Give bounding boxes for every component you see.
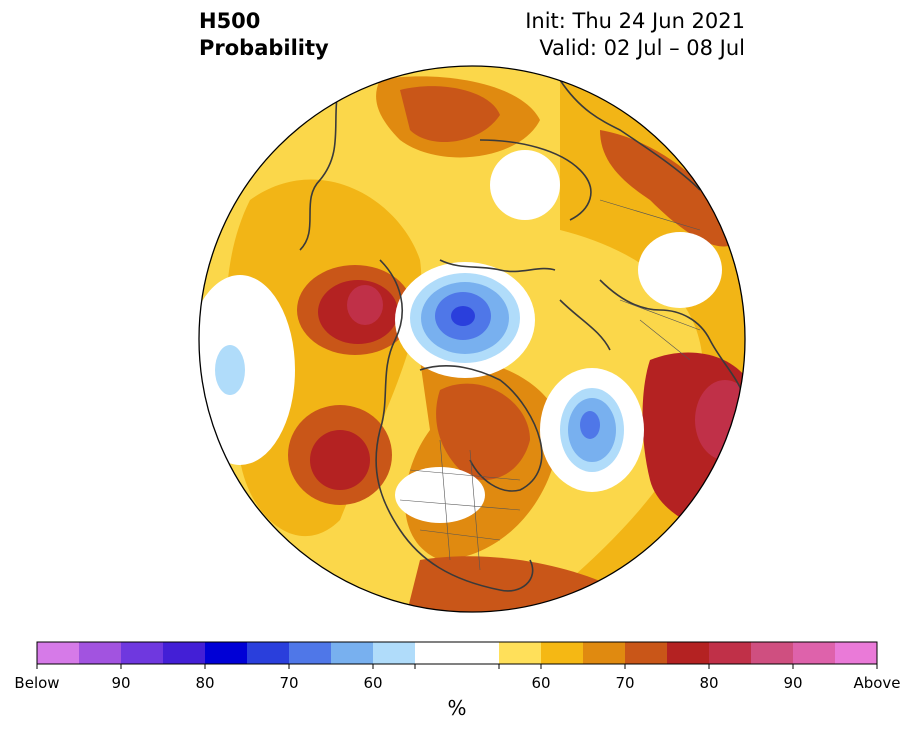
colorbar-tick-label: 90: [783, 674, 803, 692]
colorbar-tick-label: 60: [363, 674, 383, 692]
colorbar-segment: [667, 642, 710, 664]
colorbar-segment: [331, 642, 374, 664]
colorbar-border: [36, 641, 878, 665]
colorbar-segment: [79, 642, 122, 664]
colorbar-segment: [793, 642, 836, 664]
colorbar-segment: [625, 642, 668, 664]
globe-outline: [198, 65, 746, 613]
colorbar-units: %: [447, 696, 467, 720]
field-crimson-alaska: [347, 285, 383, 325]
colorbar-tick-label: 70: [279, 674, 299, 692]
field-lightblue-pacific: [215, 345, 245, 395]
colorbar-segment: [457, 642, 500, 664]
colorbar-tick-label: 80: [195, 674, 215, 692]
colorbar-tick-label: Above: [853, 674, 901, 692]
field-red-south: [400, 556, 620, 612]
colorbar-tick-label: 90: [111, 674, 131, 692]
colorbar-segment: [289, 642, 332, 664]
map-title-left: H500 Probability: [199, 8, 329, 62]
field-red-northeast: [600, 130, 740, 247]
field-white-usa: [395, 467, 485, 523]
colorbar-segment: [709, 642, 752, 664]
field-crimson-east: [695, 380, 745, 460]
field-red-canada: [436, 383, 530, 480]
colorbar-segment: [499, 642, 542, 664]
colorbar-segment: [121, 642, 164, 664]
colorbar-segment: [37, 642, 80, 664]
coastlines: [299, 79, 745, 592]
colorbar-tick-label: 70: [615, 674, 635, 692]
colorbar-segment: [541, 642, 584, 664]
map-title-right: Init: Thu 24 Jun 2021 Valid: 02 Jul – 08…: [525, 8, 745, 62]
colorbar-tick-label: Below: [14, 674, 60, 692]
colorbar-segment: [751, 642, 794, 664]
field-darkblue-pole: [451, 306, 475, 326]
colorbar-segment: [415, 642, 458, 664]
field-darkred-pacific: [310, 430, 370, 490]
field-white-europe: [638, 232, 722, 308]
colorbar-segment: [163, 642, 206, 664]
valid-label: Valid: 02 Jul – 08 Jul: [539, 36, 745, 60]
field-medblue-atlantic: [580, 411, 600, 439]
init-label: Init: Thu 24 Jun 2021: [525, 9, 745, 33]
product-label: Probability: [199, 36, 329, 60]
probability-field: [199, 66, 745, 612]
colorbar: [36, 641, 878, 669]
colorbar-segment: [835, 642, 878, 664]
colorbar-segment: [583, 642, 626, 664]
colorbar-segment: [205, 642, 248, 664]
field-white-siberia: [490, 150, 560, 220]
field-red-north: [400, 86, 500, 142]
colorbar-tick-label: 60: [531, 674, 551, 692]
colorbar-tick-label: 80: [699, 674, 719, 692]
variable-label: H500: [199, 9, 261, 33]
borders: [399, 199, 701, 571]
colorbar-segment: [247, 642, 290, 664]
colorbar-segment: [373, 642, 416, 664]
